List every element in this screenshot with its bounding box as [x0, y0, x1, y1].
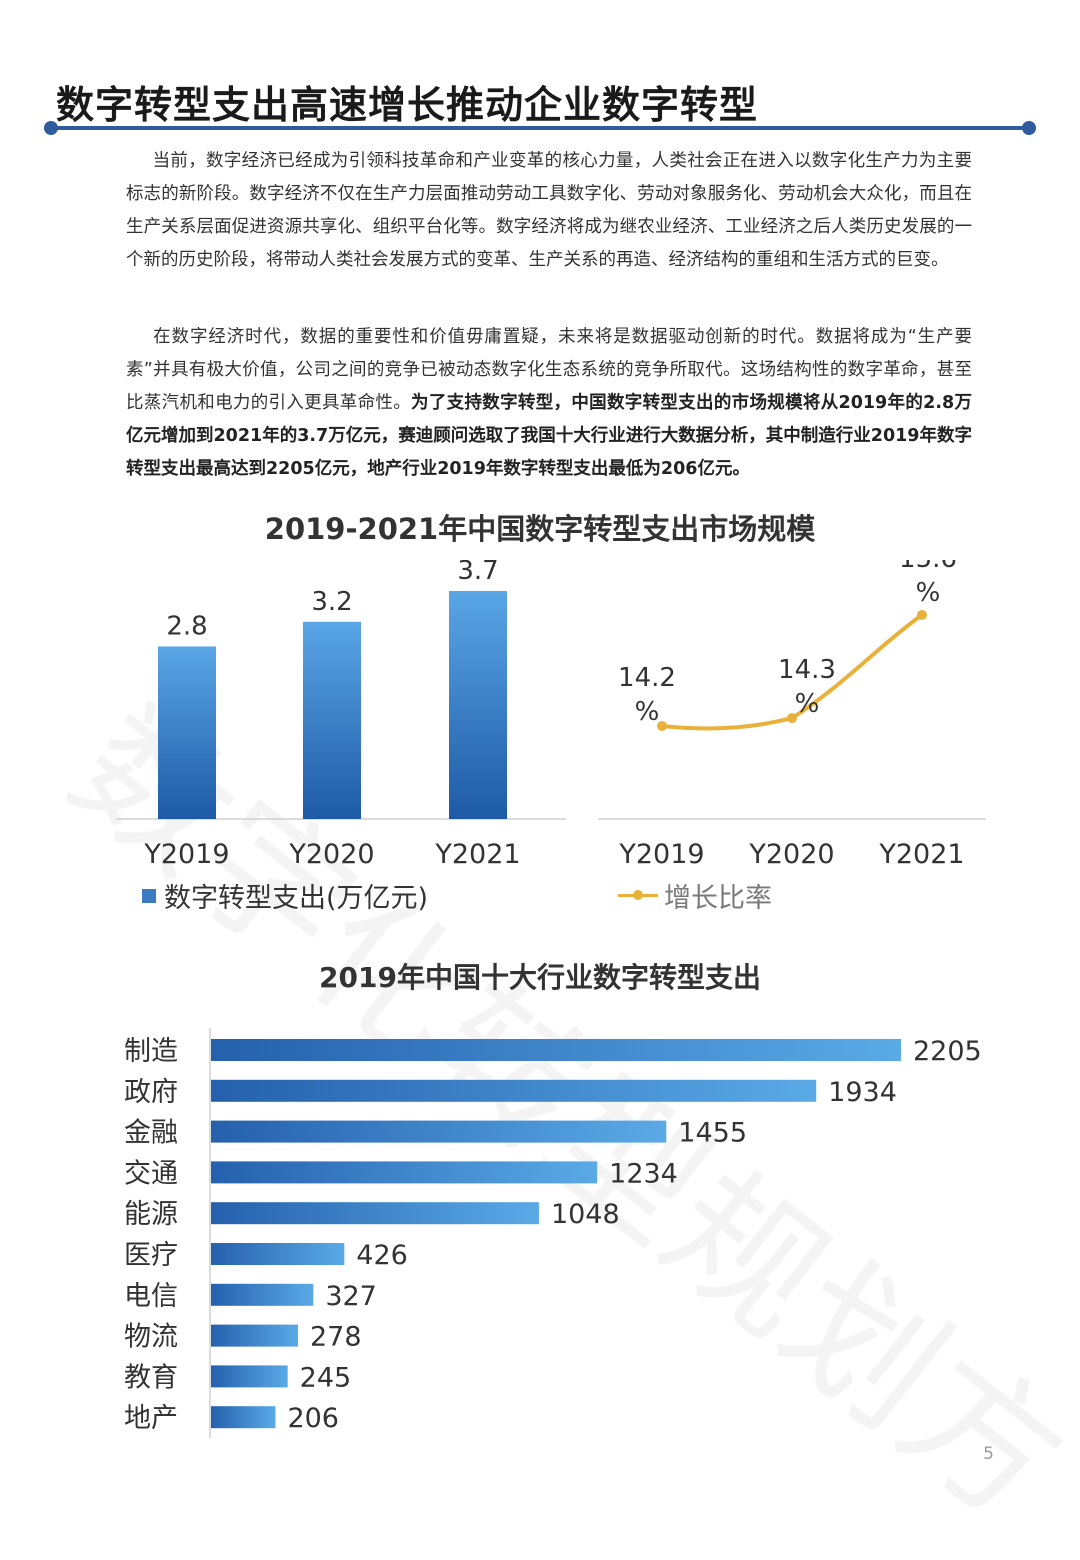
growth-rate-unit-label: % — [795, 689, 820, 719]
growth-rate-point — [657, 721, 667, 731]
industry-category-label: 电信 — [124, 1281, 178, 1312]
bar-legend: 数字转型支出(万亿元) — [142, 876, 428, 915]
industry-category-label: 能源 — [124, 1199, 178, 1230]
growth-rate-value-label: 14.2 — [618, 663, 676, 693]
industry-value-label: 1455 — [678, 1118, 747, 1149]
industry-value-label: 1048 — [551, 1199, 620, 1230]
bar-legend-label: 数字转型支出(万亿元) — [164, 883, 429, 914]
industry-bar — [211, 1039, 901, 1061]
industry-category-label: 物流 — [124, 1322, 178, 1353]
industry-bar — [211, 1120, 667, 1143]
bar-y2019 — [158, 646, 216, 819]
line-x-tick-label: Y2019 — [618, 839, 704, 870]
industry-bar — [211, 1161, 598, 1184]
line-legend-swatch — [618, 890, 658, 900]
paragraph-intro: 当前，数字经济已经成为引领科技革命和产业变革的核心力量，人类社会正在进入以数字化… — [126, 145, 972, 277]
bar-x-tick-label: Y2019 — [143, 839, 229, 870]
industry-chart-title: 2019年中国十大行业数字转型支出 — [319, 961, 761, 994]
industry-category-label: 金融 — [124, 1118, 178, 1149]
paragraph-intro-text: 当前，数字经济已经成为引领科技革命和产业变革的核心力量，人类社会正在进入以数字化… — [126, 151, 972, 270]
industry-bar — [211, 1365, 288, 1388]
line-legend: 增长比率 — [618, 876, 772, 915]
industry-bar — [211, 1243, 345, 1265]
growth-rate-unit-label: % — [635, 697, 660, 727]
market-size-chart: 2.8 Y2019 3.2 Y2020 3.7 Y2021 14.2% Y2019 14.3%… — [116, 560, 986, 870]
industry-bar — [211, 1324, 298, 1347]
growth-rate-value-label: 15.6 — [899, 560, 957, 574]
industry-bar — [211, 1283, 314, 1306]
growth-rate-unit-label: % — [916, 578, 941, 608]
industry-spending-chart: 制造 2205 政府 1934 金融 1455 交通 1234 能源 1048 医疗 426 电信 327… — [124, 1028, 982, 1438]
paragraph-data-era: 在数字经济时代，数据的重要性和价值毋庸置疑，未来将是数据驱动创新的时代。数据将成… — [126, 321, 972, 486]
industry-value-label: 245 — [300, 1362, 352, 1393]
industry-category-label: 地产 — [124, 1403, 178, 1434]
bar-value-label: 3.2 — [311, 587, 352, 617]
industry-value-label: 426 — [356, 1240, 408, 1271]
growth-rate-value-label: 14.3 — [778, 655, 836, 685]
industry-value-label: 327 — [325, 1281, 377, 1312]
bar-y2020 — [303, 621, 361, 819]
bar-value-label: 3.7 — [457, 560, 498, 586]
industry-category-label: 制造 — [124, 1036, 178, 1067]
growth-rate-point — [917, 610, 927, 620]
industry-category-label: 医疗 — [124, 1240, 178, 1271]
market-size-chart-title: 2019-2021年中国数字转型支出市场规模 — [264, 512, 816, 546]
bar-y2021 — [449, 591, 507, 819]
industry-value-label: 206 — [287, 1403, 339, 1434]
industry-value-label: 1234 — [609, 1158, 678, 1189]
industry-category-label: 交通 — [124, 1158, 178, 1189]
industry-bar — [211, 1406, 276, 1429]
bar-legend-swatch — [142, 888, 156, 903]
industry-value-label: 2205 — [913, 1036, 982, 1067]
line-legend-label: 增长比率 — [664, 883, 772, 914]
industry-bar — [211, 1202, 539, 1225]
paragraph-data-era-text: 在数字经济时代，数据的重要性和价值毋庸置疑，未来将是数据驱动创新的时代。数据将成… — [126, 327, 972, 413]
page-title: 数字转型支出高速增长推动企业数字转型 — [56, 83, 759, 127]
line-x-tick-label: Y2020 — [748, 839, 834, 870]
industry-category-label: 教育 — [124, 1362, 178, 1393]
page-number: 5 — [983, 1444, 994, 1464]
industry-value-label: 278 — [310, 1322, 362, 1353]
rule-dot-right — [1022, 121, 1036, 135]
title-rule — [44, 121, 1036, 135]
bar-x-tick-label: Y2020 — [288, 839, 374, 870]
rule-dot-left — [44, 121, 58, 135]
paragraph-data-era-highlight: 为了支持数字转型，中国数字转型支出的市场规模将从2019年的2.8万亿元增加到2… — [126, 393, 972, 479]
growth-rate-point — [787, 713, 797, 724]
industry-category-label: 政府 — [124, 1077, 178, 1108]
bar-value-label: 2.8 — [166, 611, 207, 641]
industry-value-label: 1934 — [828, 1077, 897, 1108]
industry-bar — [211, 1079, 817, 1102]
bar-x-tick-label: Y2021 — [434, 839, 520, 870]
line-x-tick-label: Y2021 — [878, 839, 964, 870]
